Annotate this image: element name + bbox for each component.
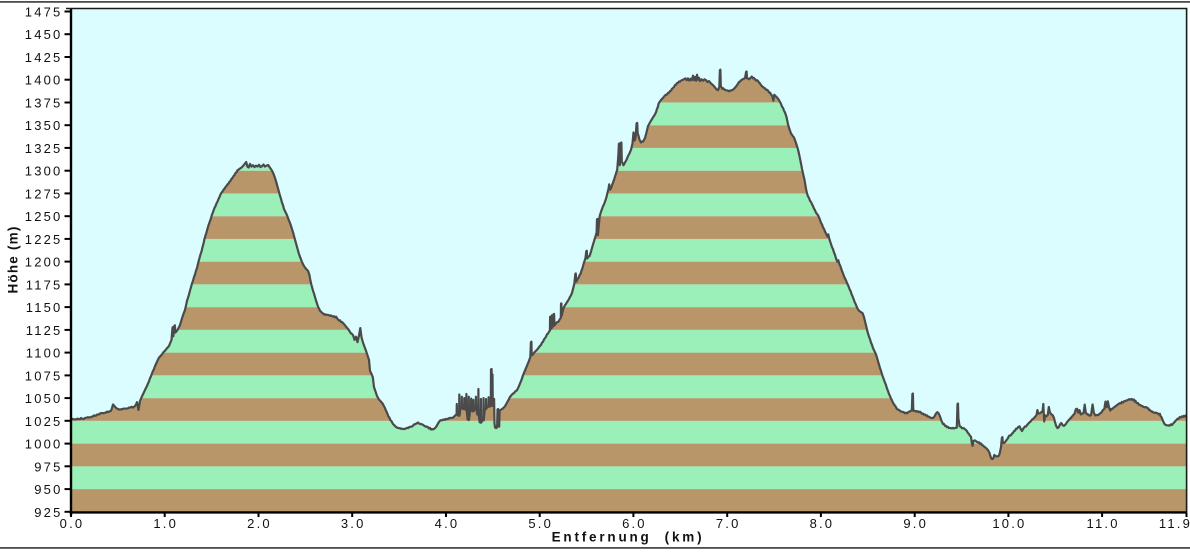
svg-text:1.0: 1.0 [153,516,178,531]
svg-text:Entfernung (km): Entfernung (km) [552,530,705,545]
svg-text:10.0: 10.0 [992,516,1026,531]
svg-text:975: 975 [34,459,62,474]
svg-text:1175: 1175 [26,277,63,292]
svg-text:1150: 1150 [26,300,63,315]
svg-text:11.0: 11.0 [1087,516,1120,531]
svg-text:1475: 1475 [25,5,63,20]
svg-text:1225: 1225 [25,232,63,247]
svg-text:1025: 1025 [25,414,63,429]
svg-text:7.0: 7.0 [716,516,741,531]
svg-text:5.0: 5.0 [528,516,553,531]
svg-text:1350: 1350 [25,118,63,133]
svg-text:1000: 1000 [25,437,63,452]
svg-text:1325: 1325 [25,141,63,156]
svg-text:1300: 1300 [25,164,63,179]
svg-text:1100: 1100 [26,346,63,361]
svg-text:4.0: 4.0 [435,516,460,531]
svg-text:1200: 1200 [25,255,63,270]
svg-text:1125: 1125 [26,323,63,338]
svg-text:1075: 1075 [25,368,63,383]
svg-text:6.0: 6.0 [622,516,647,531]
svg-text:1375: 1375 [25,96,63,111]
svg-text:950: 950 [34,482,62,497]
svg-text:3.0: 3.0 [341,516,366,531]
svg-text:2.0: 2.0 [247,516,272,531]
svg-text:1425: 1425 [25,50,63,65]
svg-text:1400: 1400 [25,73,63,88]
svg-text:9.0: 9.0 [903,516,928,531]
svg-text:11.9: 11.9 [1159,516,1190,531]
svg-text:1275: 1275 [25,186,63,201]
svg-text:0.0: 0.0 [60,516,85,531]
svg-text:1450: 1450 [25,27,63,42]
svg-text:1050: 1050 [25,391,63,406]
svg-text:925: 925 [34,505,62,520]
svg-text:8.0: 8.0 [810,516,835,531]
svg-text:1250: 1250 [25,209,63,224]
svg-text:Höhe (m): Höhe (m) [6,225,21,293]
